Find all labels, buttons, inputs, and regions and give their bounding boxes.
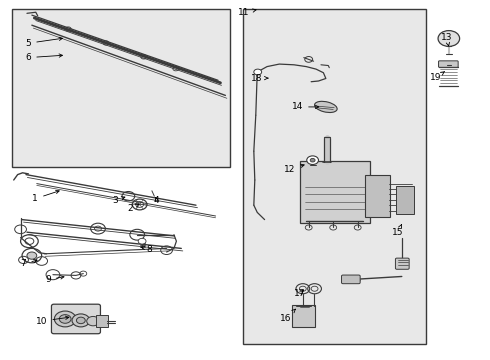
FancyBboxPatch shape	[243, 9, 426, 344]
Text: 12: 12	[284, 164, 304, 174]
Text: 5: 5	[25, 37, 62, 48]
Circle shape	[138, 238, 146, 244]
Text: 16: 16	[280, 309, 295, 323]
Text: 17: 17	[294, 289, 306, 298]
Text: 7: 7	[21, 259, 37, 269]
Circle shape	[307, 156, 318, 165]
Circle shape	[76, 317, 85, 324]
Ellipse shape	[315, 101, 337, 113]
Circle shape	[310, 158, 315, 162]
Text: 4: 4	[154, 196, 160, 205]
Text: 18: 18	[250, 74, 268, 83]
FancyBboxPatch shape	[365, 175, 390, 217]
Text: 14: 14	[292, 102, 319, 112]
Circle shape	[254, 69, 262, 75]
Text: 6: 6	[25, 53, 62, 62]
FancyBboxPatch shape	[12, 9, 230, 167]
Text: 9: 9	[45, 275, 64, 284]
Circle shape	[54, 311, 76, 327]
FancyBboxPatch shape	[439, 61, 458, 67]
Text: 13: 13	[441, 33, 453, 46]
Text: 11: 11	[238, 8, 256, 17]
Text: 15: 15	[392, 225, 404, 237]
Circle shape	[59, 315, 71, 323]
FancyBboxPatch shape	[395, 258, 409, 269]
Text: 19: 19	[430, 72, 444, 82]
FancyBboxPatch shape	[300, 161, 370, 223]
Text: 3: 3	[112, 196, 125, 205]
FancyBboxPatch shape	[51, 304, 100, 334]
FancyBboxPatch shape	[292, 305, 315, 327]
Text: 2: 2	[127, 204, 139, 213]
Text: 1: 1	[32, 190, 59, 203]
Text: 8: 8	[141, 245, 152, 253]
FancyBboxPatch shape	[96, 315, 108, 327]
Circle shape	[27, 252, 37, 259]
Circle shape	[72, 314, 90, 327]
Text: 10: 10	[36, 316, 69, 325]
FancyBboxPatch shape	[396, 186, 414, 214]
Circle shape	[438, 31, 460, 46]
FancyBboxPatch shape	[342, 275, 360, 284]
Circle shape	[87, 316, 99, 326]
